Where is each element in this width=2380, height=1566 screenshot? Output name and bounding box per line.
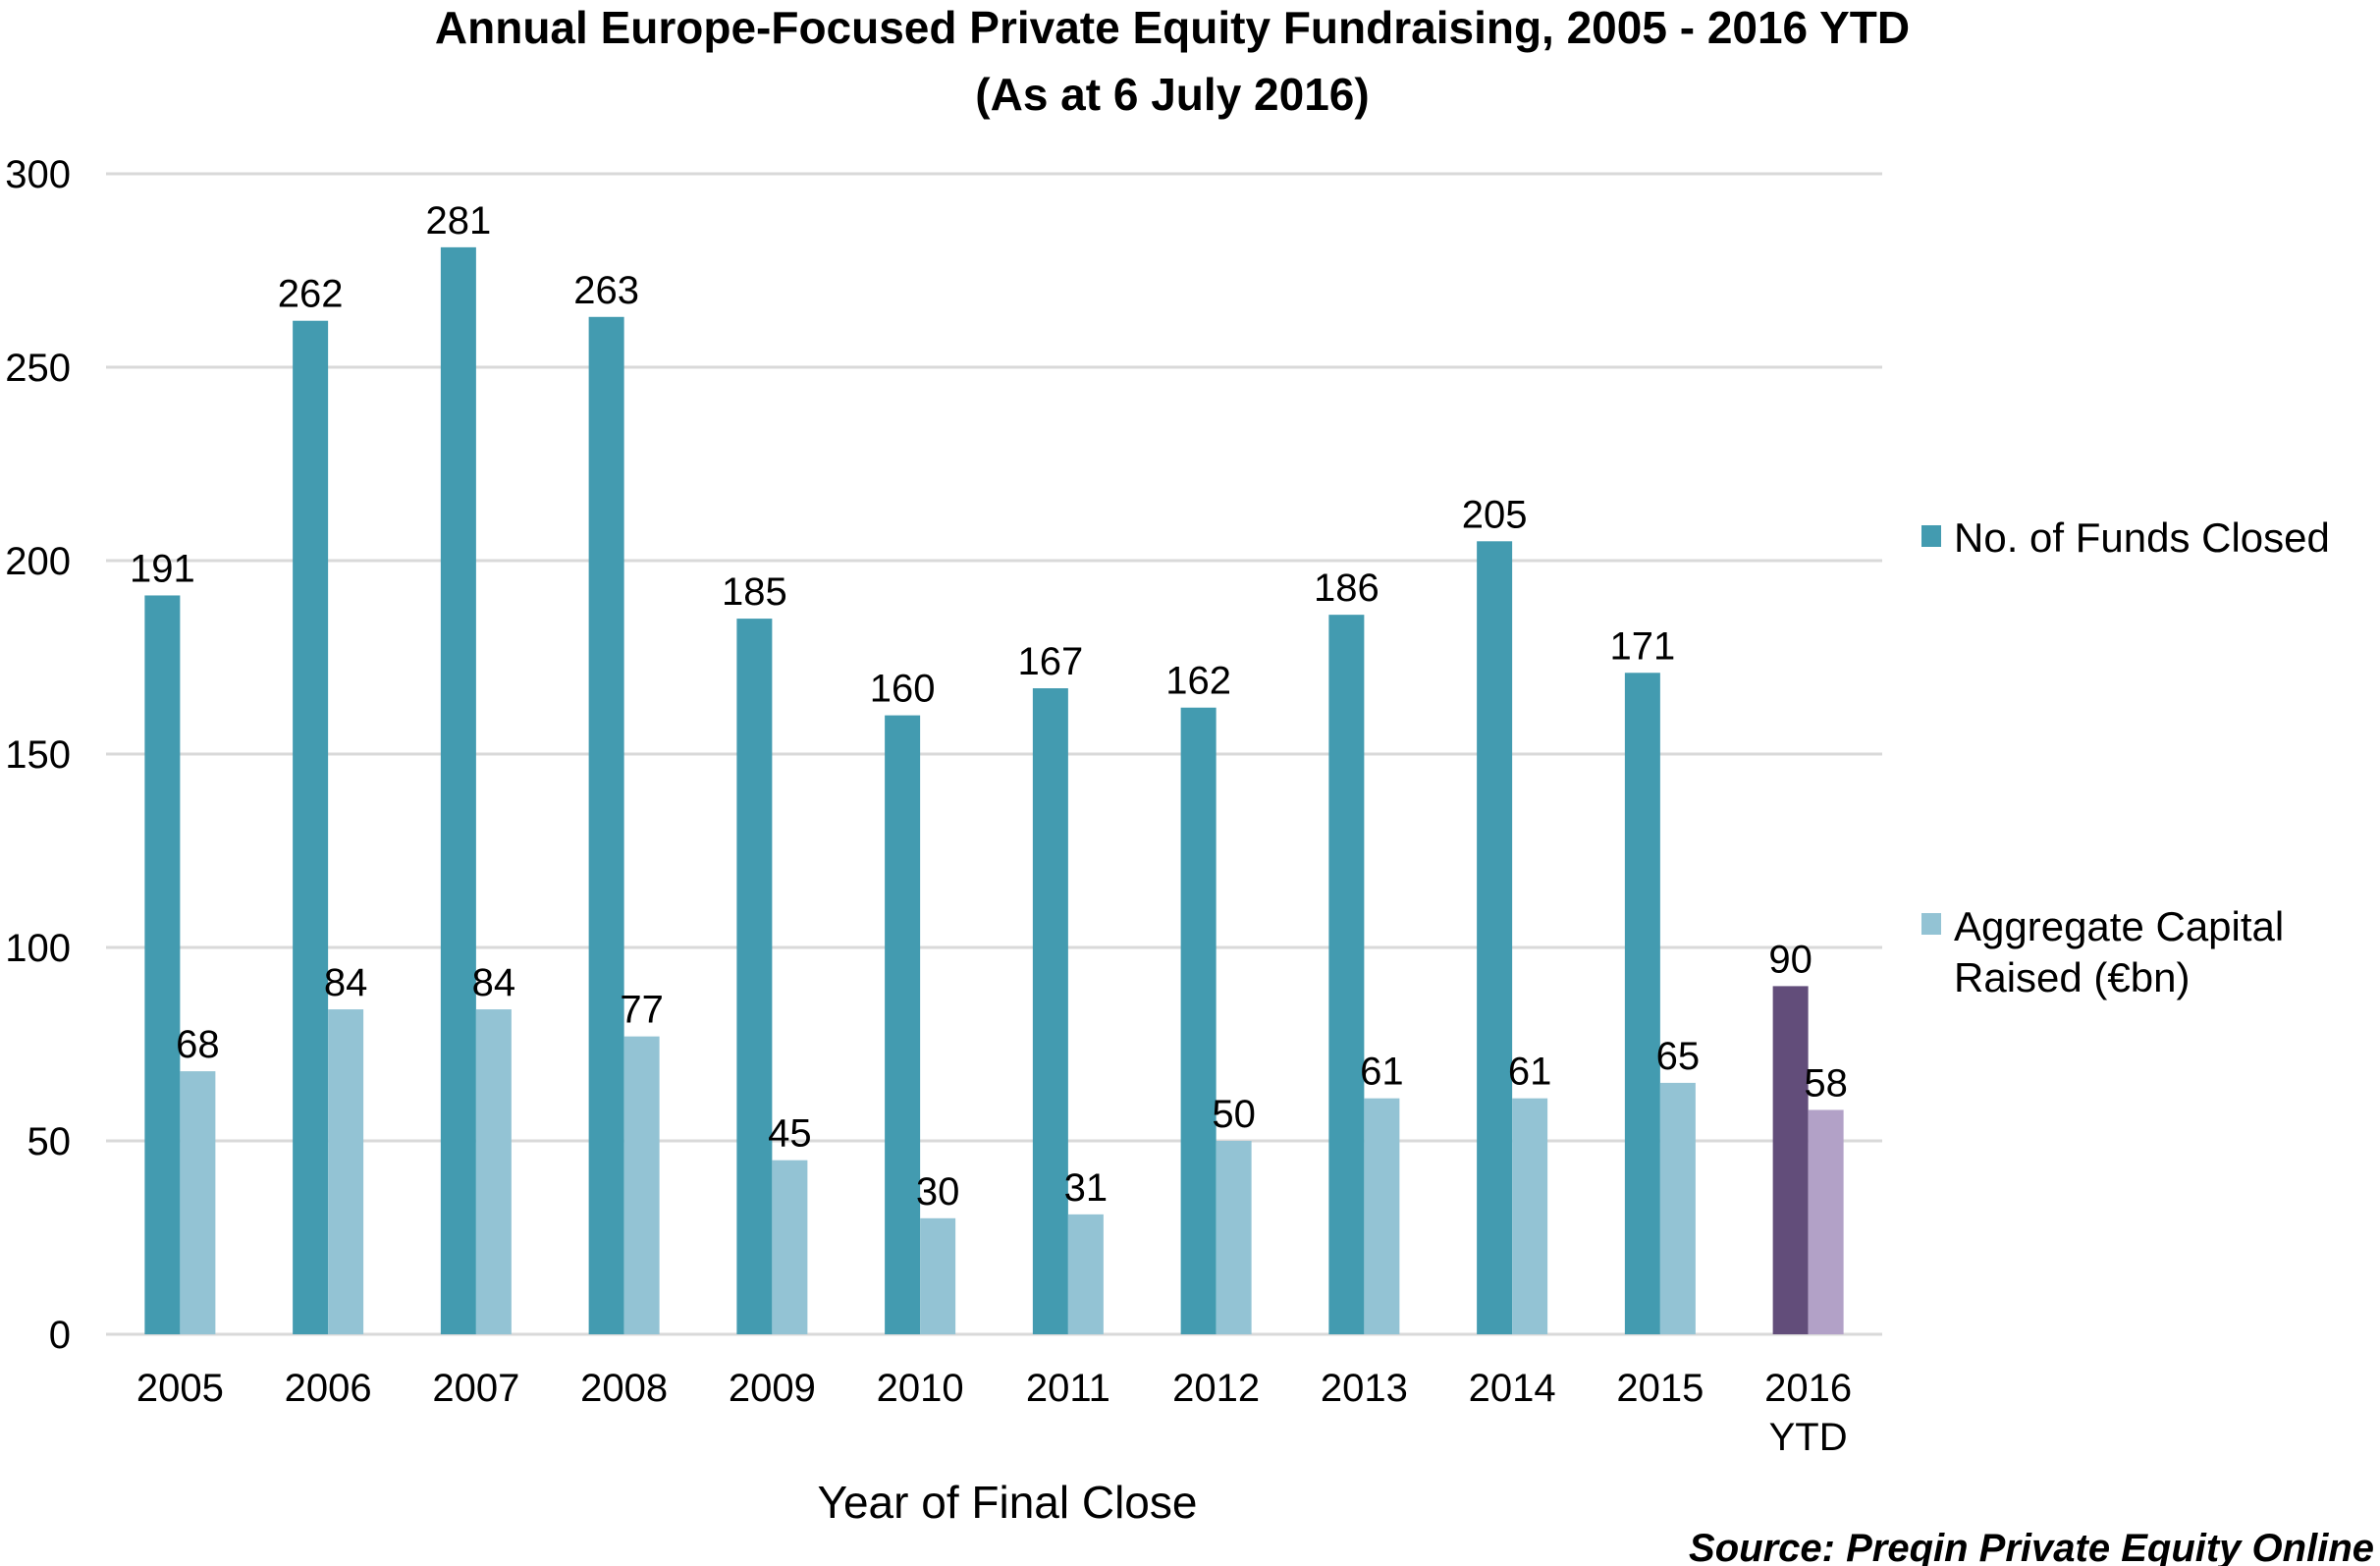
- legend: No. of Funds Closed Aggregate Capital Rai…: [1921, 514, 2330, 1000]
- y-tick-label: 300: [5, 153, 71, 196]
- x-axis-ticks: 2005 2006 2007 2008 2009 2010 2011 2012 2013 2014…: [136, 1367, 1852, 1459]
- data-label: 68: [176, 1023, 220, 1066]
- bar-capital-2010: [920, 1217, 956, 1334]
- bar-capital-2015: [1659, 1082, 1696, 1334]
- data-label: 263: [573, 269, 639, 312]
- x-axis-title: Year of Final Close: [818, 1477, 1198, 1528]
- bar-capital-2008: [623, 1036, 660, 1334]
- bars: 191 68 262 84 281 84 263 77 185 45 160 30 167 31 162 50…: [130, 199, 1848, 1335]
- bar-funds-2013: [1328, 615, 1365, 1334]
- x-tick-label: 2014: [1469, 1367, 1556, 1410]
- data-label: 50: [1212, 1093, 1256, 1136]
- x-tick-label: 2009: [729, 1367, 816, 1410]
- x-tick-label: 2015: [1616, 1367, 1704, 1410]
- data-label: 167: [1018, 640, 1084, 683]
- data-label: 61: [1508, 1051, 1552, 1094]
- y-tick-label: 50: [27, 1120, 72, 1163]
- bar-capital-2011: [1067, 1214, 1104, 1334]
- y-axis-ticks: 0 50 100 150 200 250 300: [5, 153, 71, 1357]
- bar-funds-2005: [144, 595, 181, 1334]
- x-tick-label: 2010: [877, 1367, 964, 1410]
- bar-funds-2014: [1477, 541, 1513, 1334]
- x-tick-label: 2012: [1172, 1367, 1260, 1410]
- data-label: 65: [1656, 1035, 1701, 1078]
- data-label: 160: [870, 668, 936, 711]
- data-label: 186: [1314, 567, 1379, 610]
- x-tick-label: 2013: [1321, 1367, 1408, 1410]
- data-label: 205: [1462, 493, 1528, 536]
- bar-funds-2010: [885, 715, 921, 1334]
- x-tick-label: 2007: [432, 1367, 519, 1410]
- bar-funds-2016-YTD: [1772, 986, 1809, 1334]
- legend-label-capital: Aggregate Capital Raised (€bn): [1954, 903, 2284, 1000]
- bar-funds-2008: [588, 316, 624, 1334]
- data-label: 45: [768, 1112, 812, 1156]
- chart-title: Annual Europe-Focused Private Equity Fun…: [435, 2, 1910, 53]
- legend-swatch-capital: [1921, 913, 1941, 935]
- data-label: 31: [1064, 1166, 1109, 1210]
- bar-capital-2006: [328, 1009, 364, 1334]
- y-tick-label: 100: [5, 927, 71, 970]
- bar-capital-2014: [1512, 1098, 1548, 1334]
- chart-subtitle: (As at 6 July 2016): [975, 69, 1369, 120]
- legend-swatch-funds: [1921, 525, 1941, 547]
- y-tick-label: 200: [5, 540, 71, 583]
- gridlines: [106, 172, 1882, 1336]
- x-tick-label: 2005: [136, 1367, 224, 1410]
- x-tick-label: 2008: [580, 1367, 668, 1410]
- data-label: 162: [1165, 660, 1231, 703]
- data-label: 84: [324, 961, 368, 1004]
- bar-funds-2006: [293, 320, 329, 1335]
- bar-capital-2016-YTD: [1808, 1109, 1844, 1334]
- data-label: 90: [1768, 938, 1812, 981]
- data-label: 58: [1804, 1061, 1848, 1105]
- data-label: 281: [426, 199, 492, 243]
- bar-funds-2011: [1032, 688, 1068, 1334]
- data-label: 77: [620, 989, 664, 1032]
- data-label: 191: [130, 547, 195, 590]
- x-tick-label: 2011: [1026, 1367, 1110, 1410]
- y-tick-label: 250: [5, 347, 71, 390]
- data-label: 84: [472, 961, 516, 1004]
- bar-capital-2009: [772, 1160, 808, 1334]
- x-tick-label: 2016 YTD: [1764, 1367, 1852, 1459]
- data-label: 171: [1610, 624, 1676, 668]
- data-label: 30: [916, 1170, 960, 1214]
- bar-capital-2012: [1216, 1141, 1252, 1334]
- x-tick-label: 2006: [285, 1367, 372, 1410]
- bar-funds-2007: [440, 246, 476, 1335]
- bar-capital-2013: [1364, 1098, 1400, 1334]
- bar-funds-2012: [1180, 707, 1217, 1334]
- bar-funds-2015: [1624, 673, 1660, 1334]
- bar-funds-2009: [736, 619, 773, 1334]
- data-label: 61: [1360, 1051, 1404, 1094]
- y-tick-label: 0: [49, 1314, 71, 1357]
- bar-capital-2007: [475, 1009, 512, 1334]
- legend-label-funds: No. of Funds Closed: [1954, 514, 2330, 561]
- source-note: Source: Preqin Private Equity Online: [1689, 1527, 2374, 1566]
- data-label: 262: [278, 273, 344, 316]
- data-label: 185: [722, 570, 787, 614]
- bar-capital-2005: [180, 1071, 216, 1334]
- y-tick-label: 150: [5, 733, 71, 777]
